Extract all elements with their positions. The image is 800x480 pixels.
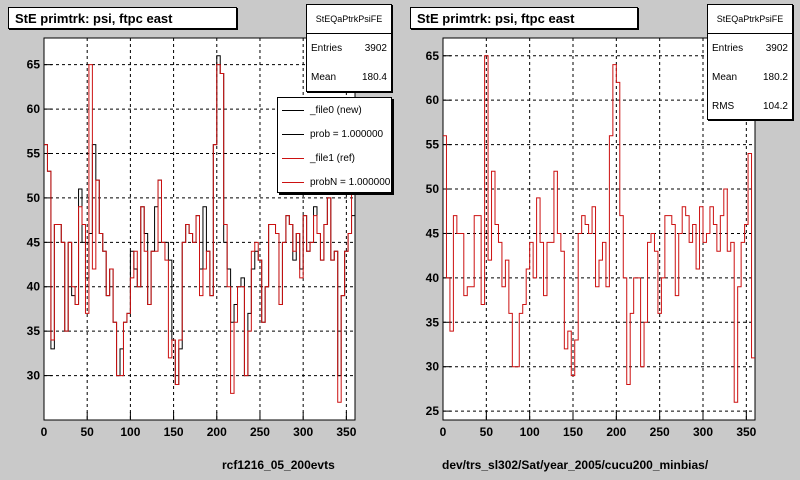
left-x-tick-label-7: 350 xyxy=(336,425,356,439)
left-y-tick-label-6: 60 xyxy=(27,102,41,116)
right-stats-rms-value: 104.2 xyxy=(762,101,788,112)
right-x-tick-label-7: 350 xyxy=(736,425,756,439)
right-y-tick-label-2: 35 xyxy=(426,315,440,329)
right-x-tick-label-6: 300 xyxy=(693,425,713,439)
right-y-tick-label-5: 50 xyxy=(426,182,440,196)
legend-item-file1: _file1 (ref) xyxy=(278,146,391,170)
legend-swatch-file0 xyxy=(282,109,304,111)
legend-item-prob: prob = 1.000000 xyxy=(278,122,391,146)
left-y-tick-label-3: 45 xyxy=(27,235,41,249)
left-y-tick-label-1: 35 xyxy=(27,324,41,338)
right-y-tick-label-7: 60 xyxy=(426,93,440,107)
legend-label-prob: prob = 1.000000 xyxy=(310,128,384,140)
legend-swatch-file1 xyxy=(282,157,304,159)
right-stats-row-entries: Entries 3902 xyxy=(708,34,792,63)
right-stats-rms-label: RMS xyxy=(712,101,735,112)
right-y-tick-label-3: 40 xyxy=(426,271,440,285)
left-plot-title-text: StE primtrk: psi, ftpc east xyxy=(15,11,173,26)
left-stats-entries-value: 3902 xyxy=(364,43,387,54)
left-x-tick-label-6: 300 xyxy=(293,425,313,439)
right-y-tick-label-1: 30 xyxy=(426,360,440,374)
legend-item-probn: probN = 1.000000 xyxy=(278,170,391,192)
right-y-tick-label-6: 55 xyxy=(426,138,440,152)
left-y-tick-label-0: 30 xyxy=(27,369,41,383)
legend-label-file1: _file1 (ref) xyxy=(310,152,356,164)
left-y-tick-label-5: 55 xyxy=(27,146,41,160)
legend-item-file0: _file0 (new) xyxy=(278,98,391,122)
legend-label-probn: probN = 1.000000 xyxy=(310,176,391,188)
right-x-caption: dev/trs_sl302/Sat/year_2005/cucu200_minb… xyxy=(442,458,709,472)
legend-swatch-probn xyxy=(282,181,304,183)
legend-label-file0: _file0 (new) xyxy=(310,104,362,116)
left-stats-name: StEQaPtrkPsiFE xyxy=(307,5,391,34)
right-chart-group: 0 50 100 150 200 250 300 350 25 30 35 40 45 50 55 60 65 xyxy=(426,37,757,439)
left-x-tick-label-0: 0 xyxy=(41,425,48,439)
right-series-0-line xyxy=(443,55,755,403)
right-x-tick-label-2: 100 xyxy=(520,425,540,439)
right-x-tick-label-0: 0 xyxy=(440,425,447,439)
right-stats-row-rms: RMS 104.2 xyxy=(708,92,792,121)
right-stats-mean-label: Mean xyxy=(712,72,738,83)
right-stats-row-mean: Mean 180.2 xyxy=(708,63,792,92)
right-plot-title-text: StE primtrk: psi, ftpc east xyxy=(417,11,575,26)
right-y-tick-label-4: 45 xyxy=(426,226,440,240)
right-stats-box: StEQaPtrkPsiFE Entries 3902 Mean 180.2 R… xyxy=(707,4,793,120)
left-x-tick-label-3: 150 xyxy=(164,425,184,439)
right-stats-entries-label: Entries xyxy=(712,43,744,54)
right-y-tick-label-8: 65 xyxy=(426,49,440,63)
left-legend: _file0 (new) prob = 1.000000 _file1 (ref… xyxy=(277,97,392,193)
left-series-1-line xyxy=(44,64,355,403)
right-x-tick-label-3: 150 xyxy=(563,425,583,439)
legend-swatch-prob xyxy=(282,133,304,135)
right-y-tick-label-0: 25 xyxy=(426,404,440,418)
right-stats-name: StEQaPtrkPsiFE xyxy=(708,5,792,34)
left-stats-row-mean: Mean 180.4 xyxy=(307,63,391,92)
right-x-tick-label-5: 250 xyxy=(650,425,670,439)
left-x-tick-label-1: 50 xyxy=(81,425,95,439)
left-x-caption: rcf1216_05_200evts xyxy=(222,458,335,472)
left-stats-row-entries: Entries 3902 xyxy=(307,34,391,63)
right-x-tick-label-4: 200 xyxy=(606,425,626,439)
left-y-tick-label-4: 50 xyxy=(27,191,41,205)
left-plot-title: StE primtrk: psi, ftpc east xyxy=(8,7,237,29)
left-x-tick-label-4: 200 xyxy=(207,425,227,439)
left-stats-mean-value: 180.4 xyxy=(361,72,387,83)
left-stats-entries-label: Entries xyxy=(311,43,343,54)
left-x-tick-label-2: 100 xyxy=(120,425,140,439)
left-y-tick-label-7: 65 xyxy=(27,58,41,72)
right-plot-title: StE primtrk: psi, ftpc east xyxy=(410,7,638,29)
left-x-tick-label-5: 250 xyxy=(250,425,270,439)
right-stats-entries-value: 3902 xyxy=(765,43,788,54)
right-stats-mean-value: 180.2 xyxy=(762,72,788,83)
right-x-tick-label-1: 50 xyxy=(480,425,494,439)
left-y-tick-label-2: 40 xyxy=(27,280,41,294)
left-stats-mean-label: Mean xyxy=(311,72,337,83)
left-stats-box: StEQaPtrkPsiFE Entries 3902 Mean 180.4 xyxy=(306,4,392,92)
